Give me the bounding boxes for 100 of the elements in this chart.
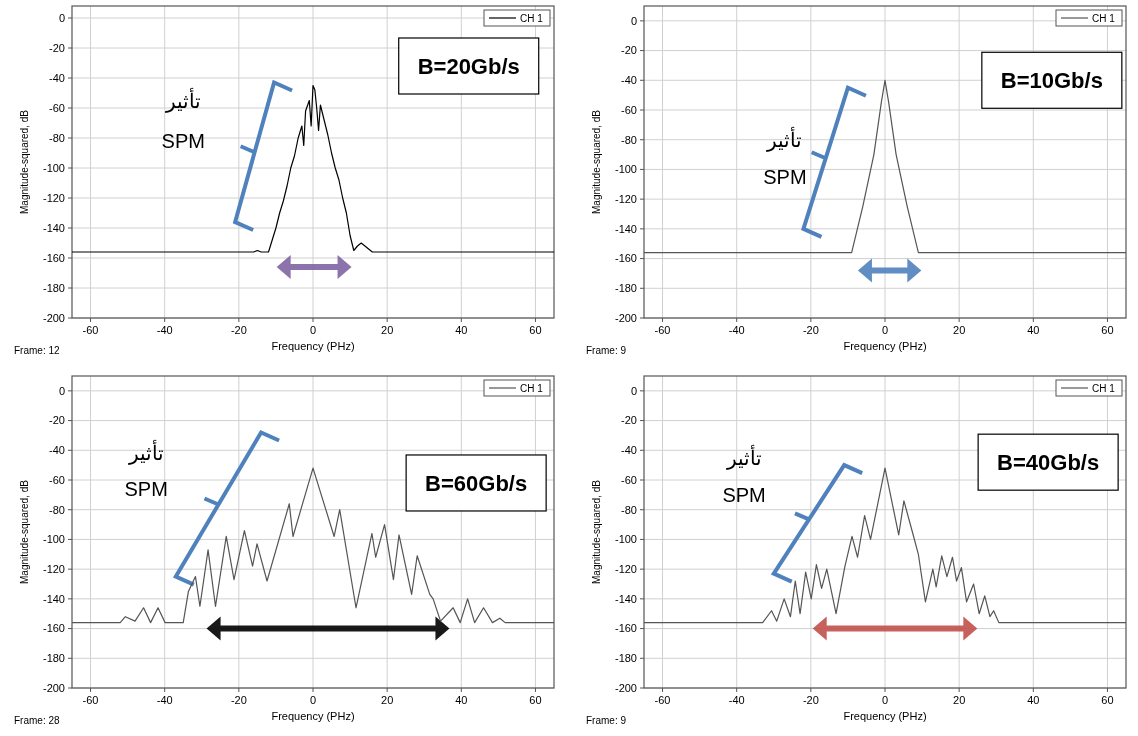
annotation: تأثير [766,125,803,152]
y-tick-label: -200 [42,311,65,324]
y-tick-label: -140 [614,592,637,605]
x-tick-label: 60 [1101,694,1114,706]
annotation: تأثير [164,86,201,113]
y-tick-label: 0 [58,11,65,24]
y-tick-label: -160 [614,622,637,635]
x-tick-label: -20 [802,694,819,706]
text: Frame: 28 [14,715,61,726]
x-tick-label: -20 [230,694,247,706]
legend-label: CH 1 [1092,12,1116,24]
y-tick-label: -160 [42,251,65,264]
y-tick-label: -160 [42,622,65,635]
annotation: B=60Gb/s [425,470,528,496]
annotation: تأثير [127,439,164,466]
y-tick-label: -140 [42,221,65,234]
y-tick-label: -40 [49,71,65,84]
y-tick-label: -40 [621,444,637,457]
x-tick-label: 0 [309,324,317,336]
x-tick-label: 60 [529,694,542,706]
y-tick-label: -160 [614,252,637,265]
legend-label: CH 1 [520,12,544,24]
x-tick-label: 20 [381,324,394,336]
x-tick-label: 40 [455,324,468,336]
y-tick-label: -60 [49,473,65,486]
x-tick-label: -20 [230,324,247,336]
x-tick-label: -60 [82,694,99,706]
y-tick-label: -60 [621,473,637,486]
y-tick-label: -80 [49,503,65,516]
legend-label: CH 1 [1092,382,1116,394]
y-tick-label: -100 [614,533,637,546]
x-tick-label: -40 [156,324,173,336]
y-tick-label: -180 [42,281,65,294]
x-tick-label: 60 [1101,324,1114,336]
y-tick-label: -100 [42,161,65,174]
y-tick-label: -80 [621,503,637,516]
x-tick-label: 20 [953,694,966,706]
x-tick-label: -60 [654,324,671,336]
x-tick-label: -20 [802,324,819,336]
y-tick-label: -60 [49,101,65,114]
x-axis-title: Frequency (PHz) [271,710,355,722]
x-tick-label: -60 [82,324,99,336]
y-axis-title: Magnitude-squared, dB [591,109,602,214]
annotation: SPM [722,483,766,506]
annotation: SPM [161,130,205,152]
y-tick-label: -120 [614,562,637,575]
x-tick-label: 60 [529,324,542,336]
y-tick-label: -60 [621,103,637,116]
legend-label: CH 1 [520,382,544,394]
text: Frame: 9 [586,715,627,726]
x-axis-title: Frequency (PHz) [271,340,355,352]
annotation: B=10Gb/s [1000,67,1103,93]
x-tick-label: 20 [953,324,966,336]
y-tick-label: -140 [614,222,637,235]
annotation: SPM [763,165,807,188]
x-axis-title: Frequency (PHz) [843,710,927,722]
x-tick-label: -40 [728,694,745,706]
y-tick-label: -40 [49,444,65,457]
y-tick-label: -180 [614,282,637,295]
y-tick-label: -80 [621,133,637,146]
x-tick-label: 0 [881,324,889,336]
x-axis-title: Frequency (PHz) [843,340,927,352]
y-tick-label: -120 [42,191,65,204]
x-tick-label: 40 [1027,694,1040,706]
x-tick-label: 0 [309,694,317,706]
y-tick-label: -20 [621,44,637,57]
x-tick-label: -40 [156,694,173,706]
x-tick-label: 40 [455,694,468,706]
x-tick-label: 0 [881,694,889,706]
x-tick-label: -60 [654,694,671,706]
y-tick-label: 0 [630,14,637,27]
y-tick-label: -20 [49,414,65,427]
y-axis-title: Magnitude-squared, dB [19,109,30,214]
y-axis-title: Magnitude-squared, dB [19,479,30,584]
y-tick-label: -20 [621,414,637,427]
annotation: B=40Gb/s [997,449,1100,475]
y-tick-label: -200 [614,681,637,694]
y-tick-label: -20 [49,41,65,54]
y-axis-title: Magnitude-squared, dB [591,479,602,584]
y-tick-label: -120 [42,562,65,575]
line-series [71,84,555,253]
y-tick-label: 0 [630,384,637,397]
annotation: تأثير [725,443,762,470]
x-tick-label: -40 [728,324,745,336]
y-tick-label: -80 [49,131,65,144]
annotation: SPM [124,477,168,500]
y-tick-label: -100 [42,533,65,546]
y-tick-label: -40 [621,74,637,87]
y-tick-label: 0 [58,384,65,397]
y-tick-label: -100 [614,163,637,176]
annotation: B=20Gb/s [417,53,520,79]
y-tick-label: -120 [614,192,637,205]
text: Frame: 12 [14,345,61,356]
y-tick-label: -180 [42,652,65,665]
y-tick-label: -140 [42,592,65,605]
x-tick-label: 20 [381,694,394,706]
x-tick-label: 40 [1027,324,1040,336]
y-tick-label: -200 [42,681,65,694]
y-tick-label: -200 [614,311,637,324]
y-tick-label: -180 [614,652,637,665]
